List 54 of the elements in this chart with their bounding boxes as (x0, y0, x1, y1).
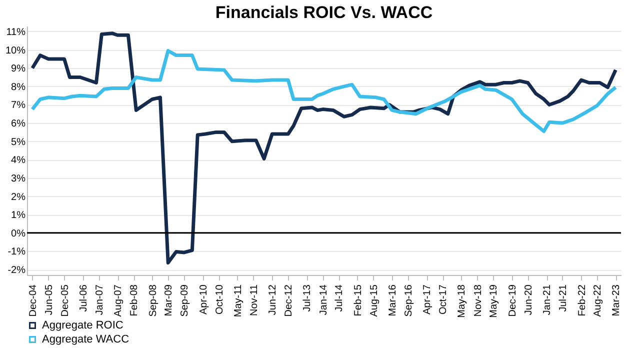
x-tick-label: Mar-23 (611, 284, 622, 316)
x-tick-label: Feb-22 (576, 284, 588, 316)
x-tick-label: Oct-17 (438, 284, 450, 315)
x-tick-label: Jul-14 (334, 284, 346, 312)
x-tick-label: Aug-22 (592, 284, 604, 317)
x-tick-label: May-11 (232, 284, 244, 318)
x-tick-label: Mar-09 (164, 284, 175, 316)
x-tick-label: Dec-19 (507, 284, 518, 317)
y-tick-label: 4% (11, 155, 26, 166)
y-tick-label: 7% (11, 100, 26, 112)
x-tick-label: Dec-12 (284, 284, 295, 317)
x-tick-label: Jan-07 (94, 284, 106, 316)
y-tick-label: 5% (11, 136, 26, 148)
y-tick-label: 9% (11, 64, 26, 75)
legend-label: Aggregate WACC (42, 334, 130, 346)
y-tick-label: 0% (11, 228, 26, 240)
x-tick-label: Apr-17 (422, 284, 434, 315)
x-tick-label: Jan-14 (318, 284, 330, 316)
x-tick-label: Aug-15 (368, 284, 380, 317)
x-tick-label: Feb-15 (352, 284, 364, 316)
y-tick-label: 11% (6, 26, 26, 38)
x-tick-label: Nov-18 (472, 284, 484, 317)
x-tick-label: Sep-08 (148, 284, 159, 317)
x-tick-label: Mar-16 (387, 284, 398, 316)
line-series (30, 48, 618, 134)
y-tick-label: 2% (11, 192, 26, 203)
x-tick-label: Apr-10 (198, 284, 210, 315)
x-tick-label: Jul-06 (78, 284, 90, 312)
x-tick-label: Oct-10 (214, 284, 226, 315)
x-tick-label: Jul-13 (302, 284, 314, 312)
y-tick-label: 3% (11, 173, 26, 184)
x-tick-label: May-19 (488, 284, 500, 318)
line-series (30, 32, 618, 264)
x-tick-label: Jun-20 (523, 284, 534, 316)
x-tick-label: Sep-16 (404, 284, 415, 317)
x-tick-label: Jun-05 (44, 284, 55, 316)
x-tick-label: Dec-05 (60, 284, 71, 317)
x-tick-label: Dec-04 (28, 284, 39, 317)
y-tick-label: -1% (8, 246, 26, 258)
y-tick-label: -2% (8, 265, 26, 276)
y-tick-label: 6% (11, 118, 26, 130)
y-tick-label: 8% (11, 82, 26, 93)
x-tick-label: Jul-21 (558, 284, 569, 312)
y-tick-label: 10% (5, 45, 26, 56)
x-tick-label: Aug-07 (113, 284, 124, 317)
legend-label: Aggregate ROIC (42, 320, 124, 332)
x-tick-label: Jun-12 (268, 284, 279, 316)
chart-title: Financials ROIC Vs. WACC (215, 3, 433, 22)
y-tick-label: 1% (11, 210, 26, 222)
x-tick-label: Sep-09 (180, 284, 191, 317)
x-tick-label: Nov-11 (248, 284, 260, 316)
x-tick-label: May-18 (456, 284, 468, 318)
x-tick-label: Feb-08 (129, 284, 140, 316)
x-tick-label: Jan-21 (542, 284, 554, 316)
